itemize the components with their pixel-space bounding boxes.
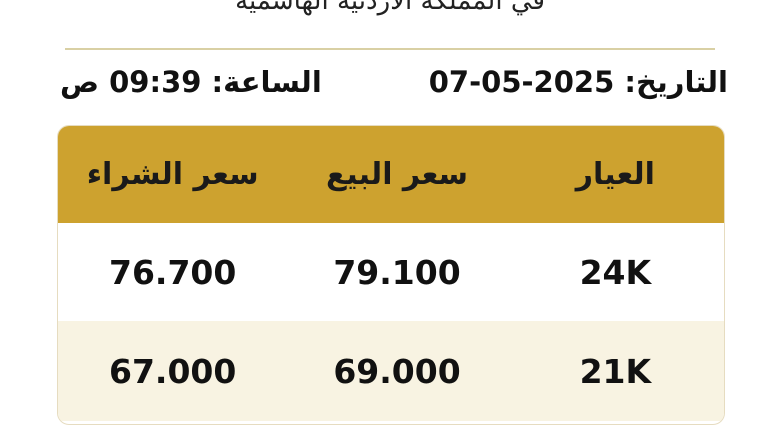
karat-cell: 24K [579, 252, 652, 292]
subtitle: في المملكة الأردنية الهاشمية [235, 0, 545, 16]
date-label: التاريخ: [624, 65, 728, 99]
karat-cell: 21K [579, 351, 652, 391]
col-karat: العيار [575, 157, 655, 192]
divider [65, 48, 715, 50]
col-sell: سعر البيع [325, 157, 469, 192]
date-time-row: التاريخ: 07-05-2025 الساعة: 09:39 ص [60, 60, 728, 104]
table-row: 21K 69.000 67.000 [58, 321, 724, 421]
buy-cell: 67.000 [108, 351, 237, 391]
time-label: الساعة: [211, 65, 322, 99]
time: الساعة: 09:39 ص [60, 65, 322, 99]
buy-cell: 76.700 [108, 252, 237, 292]
col-buy: سعر الشراء [86, 157, 259, 192]
gold-price-table: العيار سعر البيع سعر الشراء 24K 79.100 7… [57, 125, 725, 425]
date: التاريخ: 07-05-2025 [429, 65, 728, 99]
sell-cell: 79.100 [333, 252, 461, 292]
table-header: العيار سعر البيع سعر الشراء [58, 126, 724, 223]
table-row: 24K 79.100 76.700 [58, 223, 724, 321]
date-value: 07-05-2025 [428, 65, 615, 99]
time-value: 09:39 ص [60, 65, 202, 99]
sell-cell: 69.000 [333, 351, 461, 391]
